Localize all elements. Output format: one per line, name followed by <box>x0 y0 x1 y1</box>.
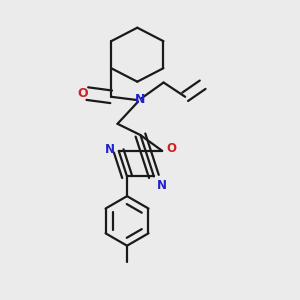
Text: N: N <box>157 179 166 192</box>
Text: O: O <box>166 142 176 155</box>
Text: O: O <box>77 87 88 100</box>
Text: N: N <box>135 94 145 106</box>
Text: N: N <box>105 143 115 156</box>
